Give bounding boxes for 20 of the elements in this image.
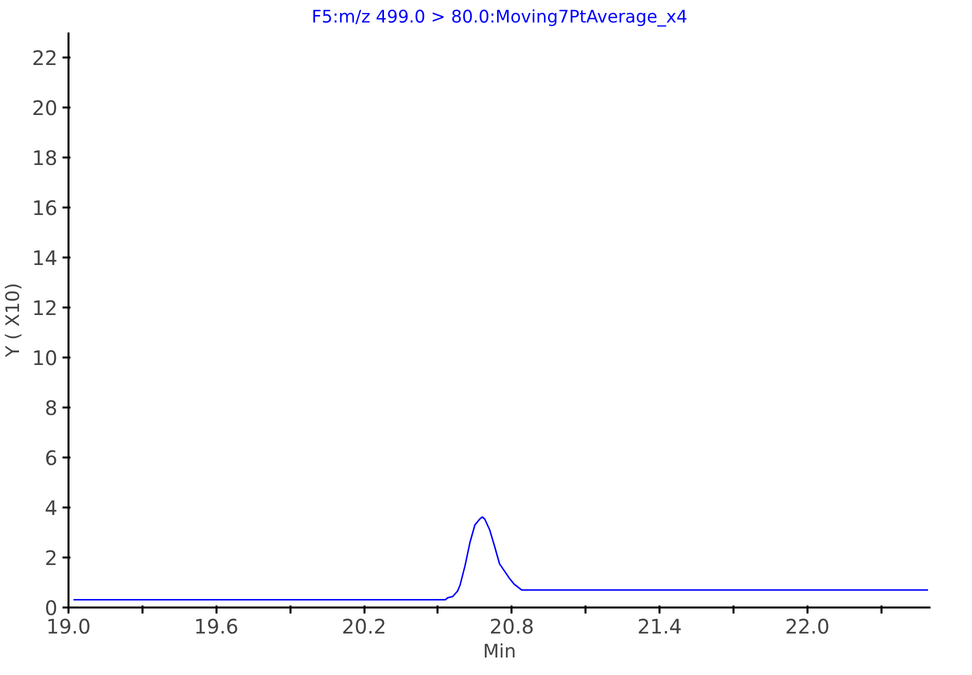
y-tick-label: 12: [32, 296, 58, 320]
x-tick-label: 20.2: [342, 614, 386, 638]
y-tick-label: 20: [32, 96, 58, 120]
chart-title: F5:m/z 499.0 > 80.0:Moving7PtAverage_x4: [312, 8, 688, 28]
x-tick-label: 20.8: [490, 614, 534, 638]
y-tick-label: 16: [32, 196, 58, 220]
x-tick-label: 22.0: [785, 614, 830, 638]
y-tick-label: 18: [32, 146, 58, 170]
x-axis-title: Min: [482, 642, 516, 662]
y-tick-label: 4: [44, 496, 58, 520]
y-tick-label: 14: [32, 246, 58, 270]
line-series: [72, 516, 929, 600]
y-tick-label: 6: [44, 446, 58, 470]
y-axis-title: Y ( X10): [3, 282, 24, 358]
y-tick-label: 2: [44, 546, 58, 570]
y-tick-label: 22: [32, 46, 58, 70]
x-tick-label: 21.4: [637, 614, 682, 638]
y-tick-label: 10: [32, 346, 58, 370]
y-tick-label: 8: [44, 396, 58, 420]
x-tick-label: 19.6: [194, 614, 239, 638]
